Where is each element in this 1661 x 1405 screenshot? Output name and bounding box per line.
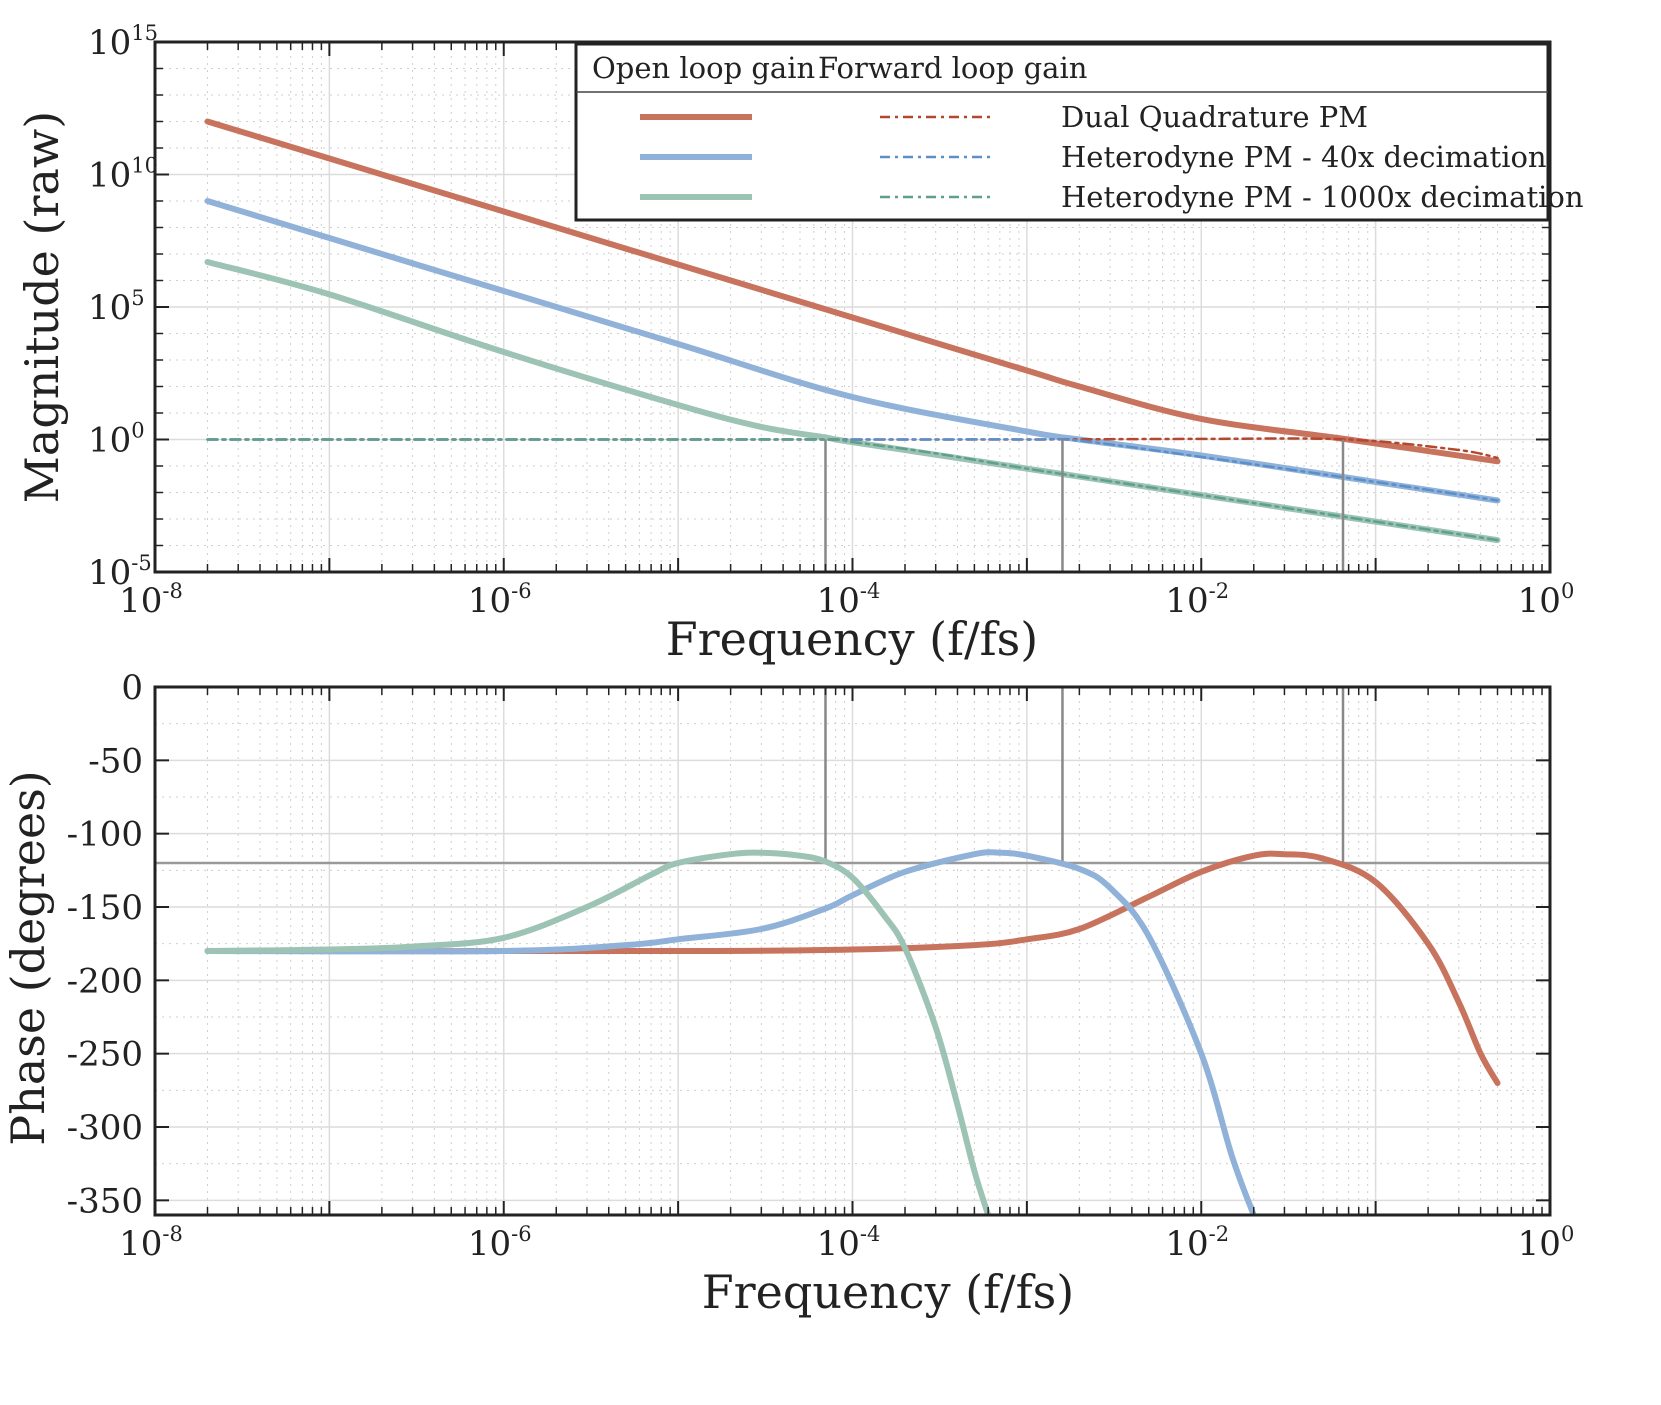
phase-grid: [155, 687, 1550, 1215]
magnitude-frame: [153, 40, 1552, 574]
phase-margin-markers: [155, 687, 1550, 865]
x-tick-label: 100: [1518, 579, 1575, 621]
y-tick-label: -250: [67, 1035, 143, 1075]
y-tick-label: 0: [121, 668, 143, 708]
phase-line: [204, 849, 992, 1215]
legend-label: Heterodyne PM - 40x decimation: [1061, 140, 1547, 174]
y-tick-label: 100: [88, 419, 145, 461]
phase-y-tick-labels: 0 -50 -100 -150 -200 -250 -300 -350: [67, 668, 143, 1221]
legend-box: [574, 42, 1550, 222]
x-tick-label: 10-8: [119, 579, 183, 621]
phase-line: [204, 850, 1501, 1086]
x-tick-label: 10-2: [1165, 1222, 1229, 1264]
magnitude-crossover-markers: [824, 439, 1345, 572]
phase-frame: [153, 685, 1552, 1217]
x-tick-label: 10-4: [817, 1222, 881, 1264]
open-loop-gain-line: [204, 118, 1501, 465]
y-tick-label: -100: [67, 815, 143, 855]
legend-header-open-loop: Open loop gain: [592, 51, 815, 85]
y-tick-label: -200: [67, 961, 143, 1001]
x-tick-label: 10-2: [1165, 579, 1229, 621]
magnitude-y-axis-title: Magnitude (raw): [15, 111, 69, 503]
open-loop-gain-line: [204, 198, 1501, 504]
legend: Open loop gain Forward loop gain Dual Qu…: [574, 42, 1584, 222]
legend-label: Heterodyne PM - 1000x decimation: [1061, 180, 1584, 214]
legend-header-forward-loop: Forward loop gain: [818, 51, 1087, 85]
forward-loop-gain-line: [206, 438, 1499, 542]
phase-series: [204, 849, 1501, 1215]
y-tick-label: -300: [67, 1108, 143, 1148]
y-tick-label: -150: [67, 888, 143, 928]
magnitude-plot: 10-8 10-6 10-4 10-2 100 1015 1010 105 100 10-5 F…: [15, 21, 1584, 666]
magnitude-series: [204, 118, 1501, 544]
magnitude-x-tick-labels: 10-8 10-6 10-4 10-2 100: [119, 579, 1574, 621]
phase-plot: 10-8 10-6 10-4 10-2 100 0 -50 -100 -150 -200 -250…: [1, 668, 1574, 1319]
magnitude-y-tick-labels: 1015 1010 105 100 10-5: [88, 21, 158, 593]
y-tick-label: 10-5: [88, 551, 152, 593]
x-tick-label: 10-6: [468, 1222, 532, 1264]
phase-x-axis-title: Frequency (f/fs): [702, 1265, 1074, 1319]
y-tick-label: 1015: [88, 21, 158, 63]
phase-y-axis-title: Phase (degrees): [1, 770, 55, 1146]
y-tick-label: 105: [88, 286, 145, 328]
legend-rows: Dual Quadrature PM Heterodyne PM - 40x de…: [640, 100, 1584, 214]
x-tick-label: 10-8: [119, 1222, 183, 1264]
legend-label: Dual Quadrature PM: [1061, 100, 1368, 134]
phase-x-tick-labels: 10-8 10-6 10-4 10-2 100: [119, 1222, 1574, 1264]
magnitude-x-axis-title: Frequency (f/fs): [666, 612, 1038, 666]
y-tick-label: 1010: [88, 154, 158, 196]
y-tick-label: -50: [88, 741, 143, 781]
x-tick-label: 100: [1518, 1222, 1575, 1264]
y-tick-label: -350: [67, 1181, 143, 1221]
x-tick-label: 10-6: [468, 579, 532, 621]
phase-line: [204, 849, 1257, 1215]
x-tick-label: 10-4: [817, 579, 881, 621]
